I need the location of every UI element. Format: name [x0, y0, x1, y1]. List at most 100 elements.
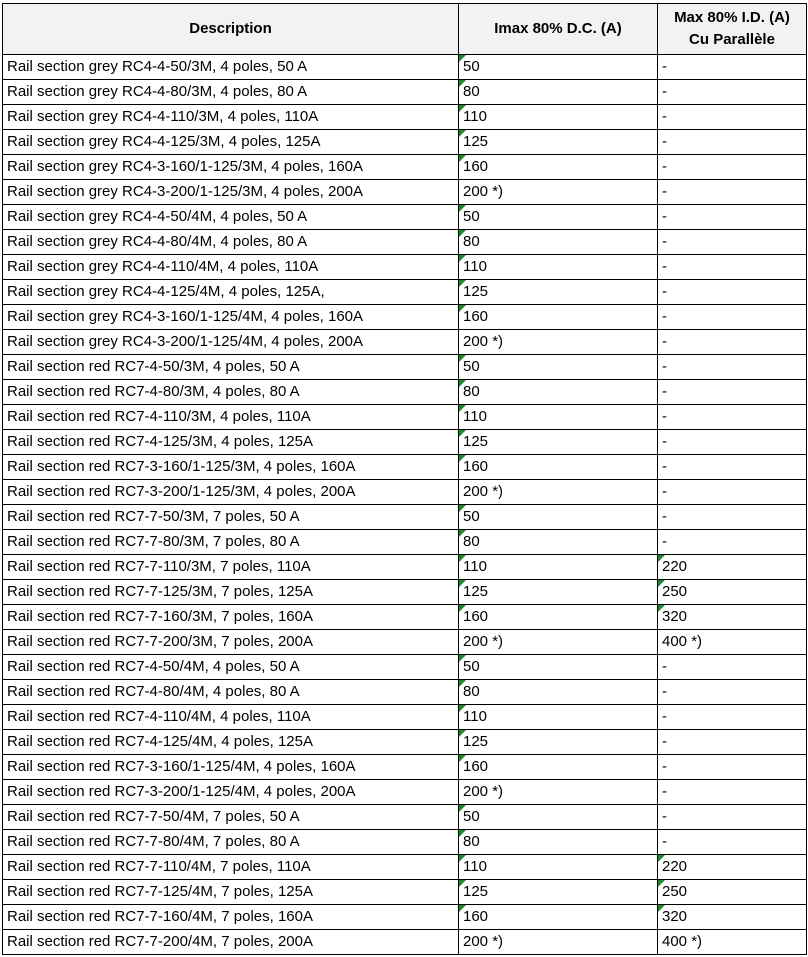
imax-cell[interactable]: 200 *) — [458, 779, 658, 805]
description-cell[interactable]: Rail section grey RC4-3-200/1-125/4M, 4 … — [2, 329, 459, 355]
imax-cell[interactable]: 110 — [458, 404, 658, 430]
description-cell[interactable]: Rail section red RC7-7-80/4M, 7 poles, 8… — [2, 829, 459, 855]
max-id-cell[interactable]: 250 — [657, 579, 807, 605]
max-id-cell[interactable]: - — [657, 429, 807, 455]
description-cell[interactable]: Rail section red RC7-4-110/3M, 4 poles, … — [2, 404, 459, 430]
description-cell[interactable]: Rail section red RC7-7-110/3M, 7 poles, … — [2, 554, 459, 580]
description-cell[interactable]: Rail section red RC7-7-160/4M, 7 poles, … — [2, 904, 459, 930]
description-cell[interactable]: Rail section grey RC4-4-125/3M, 4 poles,… — [2, 129, 459, 155]
max-id-cell[interactable]: - — [657, 754, 807, 780]
description-cell[interactable]: Rail section red RC7-7-200/3M, 7 poles, … — [2, 629, 459, 655]
max-id-cell[interactable]: - — [657, 54, 807, 80]
max-id-cell[interactable]: 320 — [657, 604, 807, 630]
imax-cell[interactable]: 50 — [458, 504, 658, 530]
description-cell[interactable]: Rail section red RC7-7-160/3M, 7 poles, … — [2, 604, 459, 630]
imax-cell[interactable]: 110 — [458, 704, 658, 730]
imax-cell[interactable]: 160 — [458, 604, 658, 630]
description-cell[interactable]: Rail section red RC7-4-125/3M, 4 poles, … — [2, 429, 459, 455]
description-cell[interactable]: Rail section red RC7-7-125/4M, 7 poles, … — [2, 879, 459, 905]
imax-cell[interactable]: 160 — [458, 154, 658, 180]
max-id-cell[interactable]: - — [657, 729, 807, 755]
description-cell[interactable]: Rail section grey RC4-4-50/4M, 4 poles, … — [2, 204, 459, 230]
description-cell[interactable]: Rail section grey RC4-4-80/3M, 4 poles, … — [2, 79, 459, 105]
imax-cell[interactable]: 50 — [458, 354, 658, 380]
description-cell[interactable]: Rail section grey RC4-4-125/4M, 4 poles,… — [2, 279, 459, 305]
description-cell[interactable]: Rail section grey RC4-4-110/3M, 4 poles,… — [2, 104, 459, 130]
max-id-cell[interactable]: - — [657, 404, 807, 430]
imax-cell[interactable]: 160 — [458, 904, 658, 930]
max-id-cell[interactable]: 220 — [657, 854, 807, 880]
imax-cell[interactable]: 110 — [458, 254, 658, 280]
description-cell[interactable]: Rail section red RC7-4-110/4M, 4 poles, … — [2, 704, 459, 730]
max-id-cell[interactable]: 250 — [657, 879, 807, 905]
description-cell[interactable]: Rail section grey RC4-3-160/1-125/4M, 4 … — [2, 304, 459, 330]
imax-cell[interactable]: 125 — [458, 579, 658, 605]
imax-cell[interactable]: 200 *) — [458, 629, 658, 655]
imax-cell[interactable]: 160 — [458, 304, 658, 330]
description-cell[interactable]: Rail section red RC7-3-200/1-125/3M, 4 p… — [2, 479, 459, 505]
max-id-cell[interactable]: 400 *) — [657, 629, 807, 655]
max-id-cell[interactable]: - — [657, 304, 807, 330]
header-max-id[interactable]: Max 80% I.D. (A) Cu Parallèle — [657, 3, 807, 55]
description-cell[interactable]: Rail section red RC7-4-125/4M, 4 poles, … — [2, 729, 459, 755]
max-id-cell[interactable]: - — [657, 654, 807, 680]
description-cell[interactable]: Rail section grey RC4-3-160/1-125/3M, 4 … — [2, 154, 459, 180]
max-id-cell[interactable]: 320 — [657, 904, 807, 930]
imax-cell[interactable]: 50 — [458, 654, 658, 680]
max-id-cell[interactable]: - — [657, 679, 807, 705]
max-id-cell[interactable]: - — [657, 204, 807, 230]
imax-cell[interactable]: 200 *) — [458, 329, 658, 355]
imax-cell[interactable]: 80 — [458, 79, 658, 105]
header-description[interactable]: Description — [2, 3, 459, 55]
max-id-cell[interactable]: - — [657, 379, 807, 405]
description-cell[interactable]: Rail section red RC7-4-80/4M, 4 poles, 8… — [2, 679, 459, 705]
description-cell[interactable]: Rail section red RC7-3-160/1-125/3M, 4 p… — [2, 454, 459, 480]
max-id-cell[interactable]: - — [657, 129, 807, 155]
description-cell[interactable]: Rail section grey RC4-3-200/1-125/3M, 4 … — [2, 179, 459, 205]
max-id-cell[interactable]: 400 *) — [657, 929, 807, 955]
description-cell[interactable]: Rail section red RC7-7-125/3M, 7 poles, … — [2, 579, 459, 605]
imax-cell[interactable]: 50 — [458, 804, 658, 830]
imax-cell[interactable]: 200 *) — [458, 179, 658, 205]
max-id-cell[interactable]: - — [657, 779, 807, 805]
imax-cell[interactable]: 125 — [458, 429, 658, 455]
header-imax[interactable]: Imax 80% D.C. (A) — [458, 3, 658, 55]
imax-cell[interactable]: 50 — [458, 204, 658, 230]
description-cell[interactable]: Rail section grey RC4-4-50/3M, 4 poles, … — [2, 54, 459, 80]
max-id-cell[interactable]: - — [657, 279, 807, 305]
imax-cell[interactable]: 110 — [458, 104, 658, 130]
max-id-cell[interactable]: - — [657, 529, 807, 555]
description-cell[interactable]: Rail section grey RC4-4-80/4M, 4 poles, … — [2, 229, 459, 255]
max-id-cell[interactable]: - — [657, 354, 807, 380]
max-id-cell[interactable]: - — [657, 179, 807, 205]
max-id-cell[interactable]: - — [657, 254, 807, 280]
imax-cell[interactable]: 200 *) — [458, 929, 658, 955]
imax-cell[interactable]: 160 — [458, 754, 658, 780]
description-cell[interactable]: Rail section red RC7-3-160/1-125/4M, 4 p… — [2, 754, 459, 780]
imax-cell[interactable]: 80 — [458, 829, 658, 855]
description-cell[interactable]: Rail section red RC7-4-80/3M, 4 poles, 8… — [2, 379, 459, 405]
description-cell[interactable]: Rail section red RC7-7-80/3M, 7 poles, 8… — [2, 529, 459, 555]
max-id-cell[interactable]: - — [657, 504, 807, 530]
imax-cell[interactable]: 125 — [458, 729, 658, 755]
imax-cell[interactable]: 110 — [458, 854, 658, 880]
description-cell[interactable]: Rail section red RC7-4-50/3M, 4 poles, 5… — [2, 354, 459, 380]
max-id-cell[interactable]: - — [657, 154, 807, 180]
description-cell[interactable]: Rail section red RC7-3-200/1-125/4M, 4 p… — [2, 779, 459, 805]
imax-cell[interactable]: 80 — [458, 529, 658, 555]
description-cell[interactable]: Rail section grey RC4-4-110/4M, 4 poles,… — [2, 254, 459, 280]
imax-cell[interactable]: 80 — [458, 379, 658, 405]
max-id-cell[interactable]: - — [657, 479, 807, 505]
max-id-cell[interactable]: - — [657, 829, 807, 855]
max-id-cell[interactable]: - — [657, 329, 807, 355]
description-cell[interactable]: Rail section red RC7-7-50/4M, 7 poles, 5… — [2, 804, 459, 830]
imax-cell[interactable]: 125 — [458, 879, 658, 905]
max-id-cell[interactable]: - — [657, 804, 807, 830]
description-cell[interactable]: Rail section red RC7-7-50/3M, 7 poles, 5… — [2, 504, 459, 530]
max-id-cell[interactable]: - — [657, 704, 807, 730]
description-cell[interactable]: Rail section red RC7-4-50/4M, 4 poles, 5… — [2, 654, 459, 680]
imax-cell[interactable]: 80 — [458, 229, 658, 255]
max-id-cell[interactable]: 220 — [657, 554, 807, 580]
imax-cell[interactable]: 160 — [458, 454, 658, 480]
description-cell[interactable]: Rail section red RC7-7-200/4M, 7 poles, … — [2, 929, 459, 955]
